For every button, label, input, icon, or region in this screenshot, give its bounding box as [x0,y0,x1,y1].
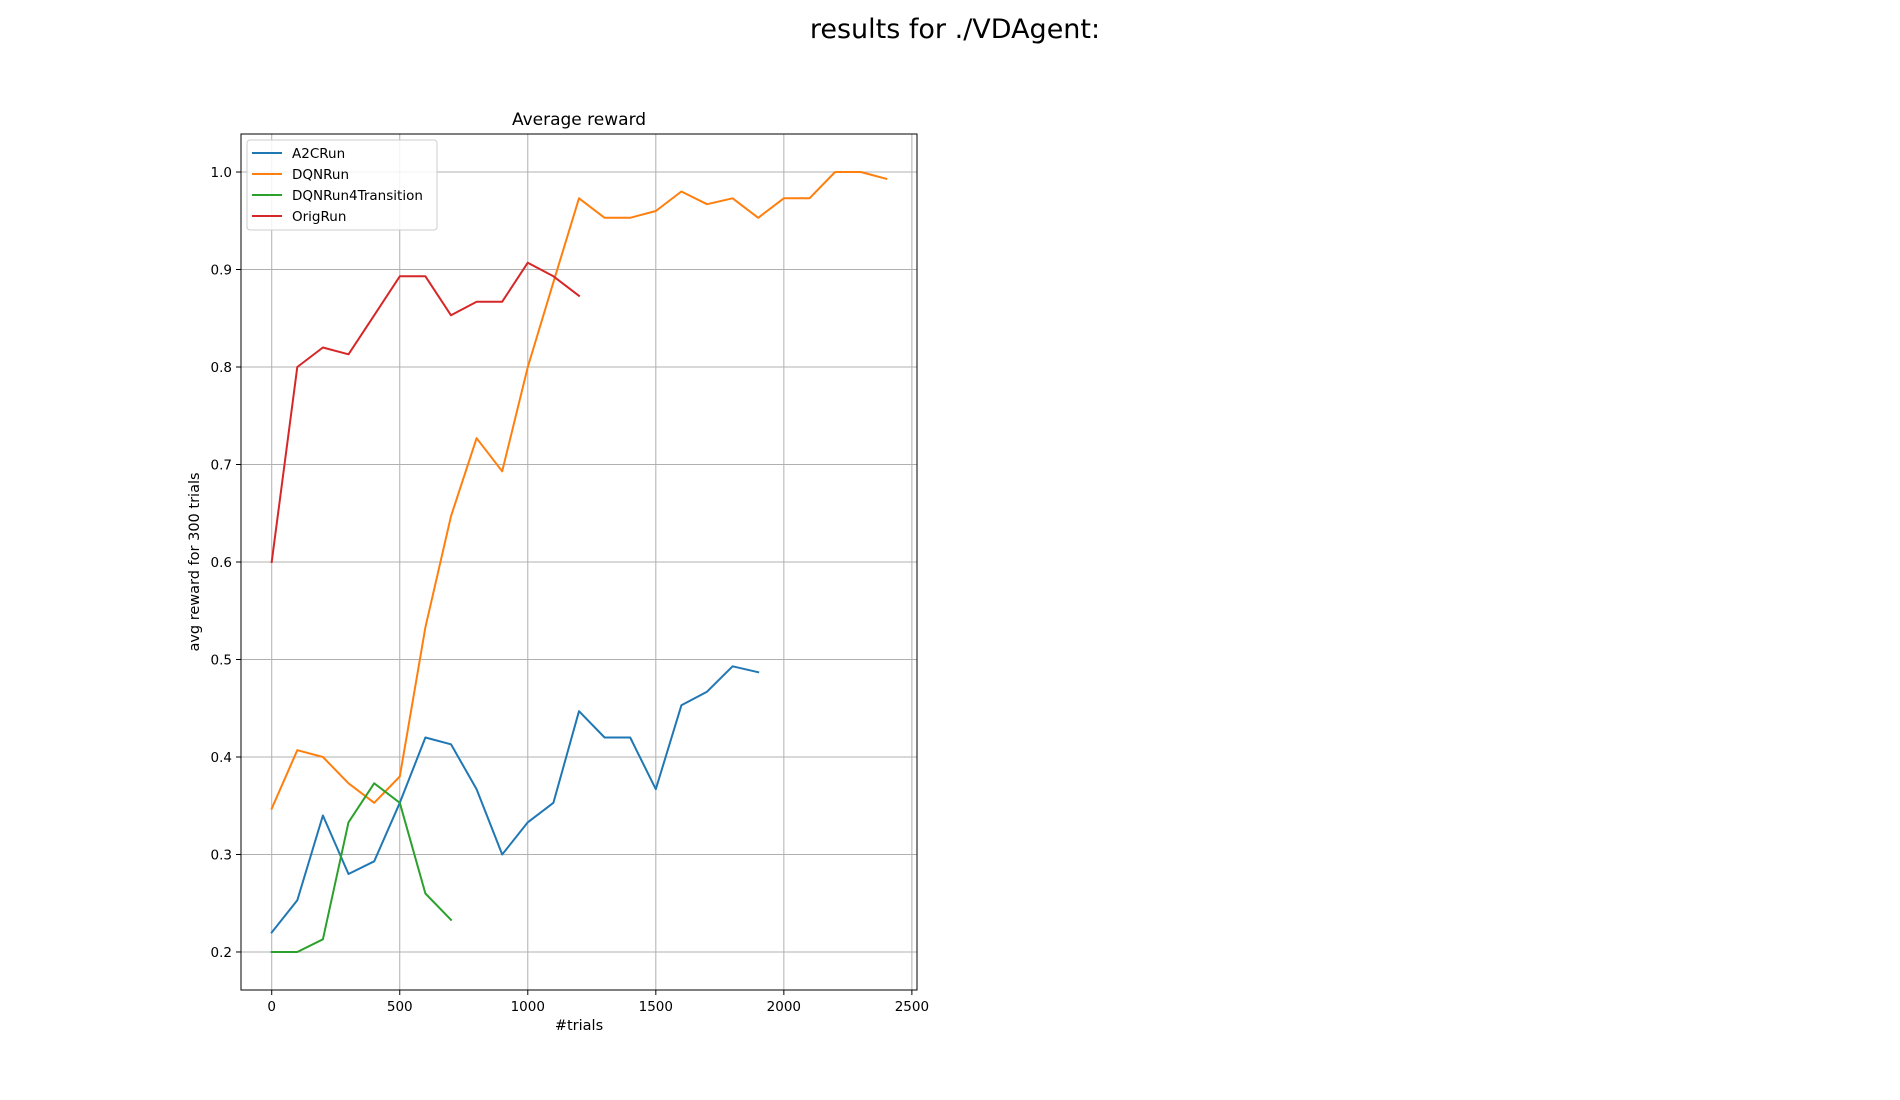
series-line-dqnrun4transition [270,782,453,953]
chart-title: Average reward [512,110,646,130]
y-tick-label: 0.5 [211,652,232,668]
legend-label-a2crun: A2CRun [292,146,345,162]
x-tick-label: 0 [267,999,276,1015]
figure-title: results for ./VDAgent: [809,14,1101,45]
y-tick-label: 1.0 [211,165,232,181]
legend-label-dqnrun4transition: DQNRun4Transition [292,188,423,204]
y-tick-label: 0.4 [211,750,232,766]
legend: A2CRun DQNRun DQNRun4Transition OrigRun [246,139,438,231]
y-tick-label: 0.7 [211,458,232,474]
y-tick-label: 0.8 [211,360,232,376]
y-tick-label: 0.6 [211,555,232,571]
legend-label-dqnrun: DQNRun [292,167,349,183]
y-tick-label: 0.2 [211,945,232,961]
y-tick-label: 0.3 [211,847,232,863]
x-tick-label: 2500 [895,999,929,1015]
x-axis-label: #trials [555,1018,603,1034]
legend-label-origrun: OrigRun [292,209,346,225]
series-line-dqnrun [270,171,888,811]
y-axis-label: avg reward for 300 trials [187,472,203,651]
x-tick-label: 2000 [767,999,801,1015]
x-tick-label: 500 [387,999,413,1015]
legend-box [246,139,438,231]
x-tick-label: 1500 [639,999,673,1015]
series-line-a2crun [270,665,760,934]
series-line-origrun [270,261,581,564]
x-tick-label: 1000 [511,999,545,1015]
y-tick-label: 0.9 [211,263,232,279]
